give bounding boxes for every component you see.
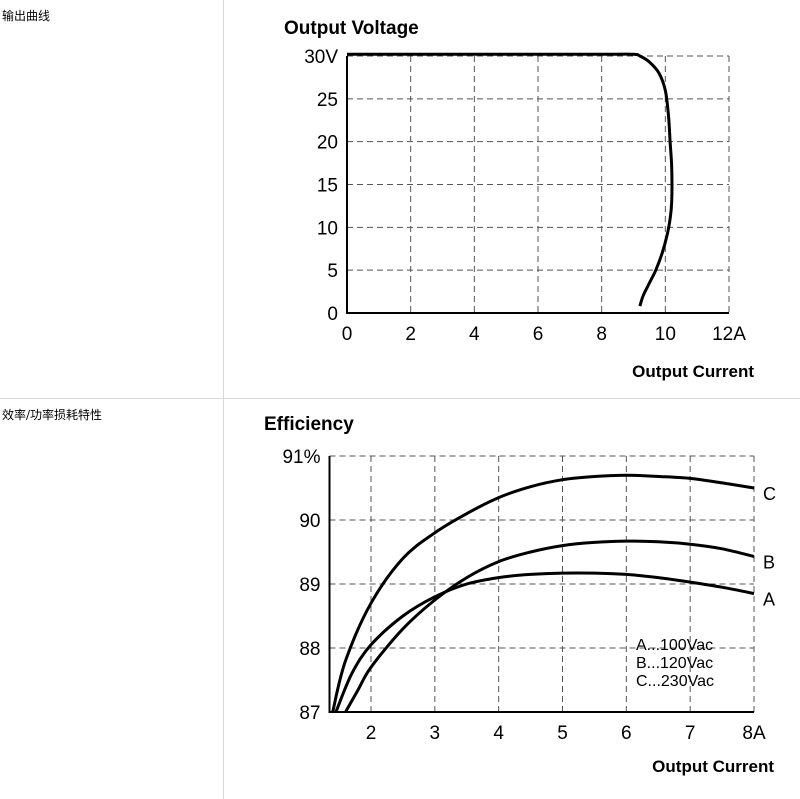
row-label: 输出曲线 (2, 9, 51, 23)
efficiency-chart-cell: Efficiency 2 3 4 5 6 7 8A 87 88 89 90 91% Output Curr… (224, 398, 800, 799)
series-label-a: A (763, 590, 775, 610)
series-line-a (334, 571, 755, 713)
y-tick-label: 25 (317, 90, 338, 111)
y-tick-label: 88 (299, 639, 320, 660)
series-line-c (331, 473, 755, 713)
x-tick-label: 2 (405, 324, 416, 345)
x-tick-label: 0 (342, 324, 353, 345)
series-line (346, 52, 674, 307)
x-tick-label: 8 (596, 324, 607, 345)
y-tick-label: 0 (327, 304, 338, 325)
x-axis-label: Output Current (632, 362, 754, 381)
chart-title: Output Voltage (284, 18, 419, 39)
y-tick-label: 15 (317, 176, 338, 197)
output-voltage-chart: Output Voltage 0 2 4 6 8 10 12A 0 5 10 15 20 25 30V Out… (284, 18, 754, 381)
efficiency-chart: Efficiency 2 3 4 5 6 7 8A 87 88 89 90 91% Output Curr… (264, 414, 776, 776)
y-tick-label: 91% (282, 447, 320, 468)
x-tick-label: 10 (655, 324, 676, 345)
x-tick-label: 6 (533, 324, 544, 345)
row-label-cell: 输出曲线 (0, 0, 224, 398)
series-label-c: C (763, 484, 776, 504)
legend-entry: C...230Vac (636, 673, 714, 690)
x-tick-label: 6 (621, 723, 632, 744)
y-tick-label: 10 (317, 218, 338, 239)
row-label: 效率/功率损耗特性 (2, 408, 103, 422)
x-tick-label: 5 (557, 723, 568, 744)
x-tick-label: 7 (685, 723, 696, 744)
y-tick-label: 20 (317, 133, 338, 154)
y-tick-label: 5 (327, 261, 338, 282)
x-tick-label: 12A (712, 324, 746, 345)
x-tick-label: 3 (430, 723, 441, 744)
row-label-cell: 效率/功率损耗特性 (0, 398, 224, 799)
legend-entry: B...120Vac (636, 655, 713, 672)
x-axis-label: Output Current (652, 757, 774, 776)
y-tick-label: 89 (299, 575, 320, 596)
series-label-b: B (763, 552, 775, 572)
x-tick-label: 4 (493, 723, 504, 744)
x-tick-label: 2 (366, 723, 377, 744)
legend-entry: A...100Vac (636, 637, 713, 654)
y-tick-label: 87 (299, 703, 320, 724)
series-line-b (344, 539, 755, 713)
row-efficiency: 效率/功率损耗特性 Efficiency 2 3 4 5 6 7 8A 87 88 89 90 91% O… (0, 398, 800, 799)
y-tick-label: 90 (299, 511, 320, 532)
chart-title: Efficiency (264, 414, 354, 435)
x-tick-label: 8A (742, 723, 766, 744)
x-tick-label: 4 (469, 324, 480, 345)
row-output-curve: 输出曲线 Output Voltage 0 2 4 6 8 10 12A 0 5 10 15 20 25 3… (0, 0, 800, 398)
output-voltage-chart-cell: Output Voltage 0 2 4 6 8 10 12A 0 5 10 15 20 25 30V Out… (224, 0, 800, 398)
y-tick-label: 30V (304, 47, 338, 68)
